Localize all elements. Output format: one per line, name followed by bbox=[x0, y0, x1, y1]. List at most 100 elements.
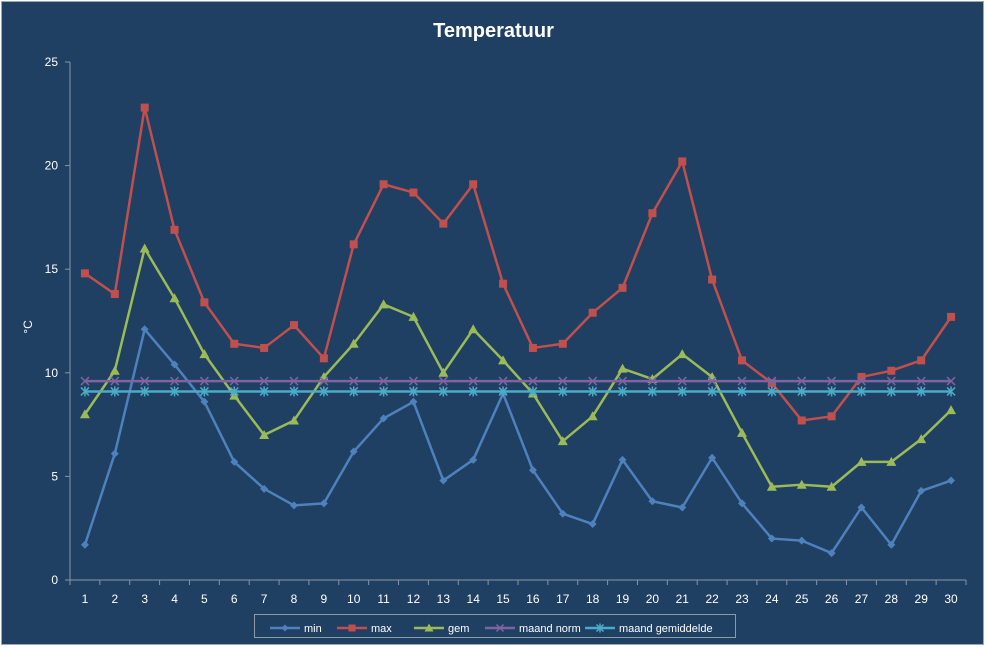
point-min bbox=[349, 447, 358, 456]
point-maand-norm bbox=[379, 376, 389, 386]
point-min bbox=[439, 476, 448, 485]
point-gem bbox=[737, 427, 747, 437]
point-min bbox=[797, 536, 806, 545]
point-gem bbox=[946, 405, 957, 415]
point-min bbox=[140, 325, 149, 334]
point-maand-gemiddelde bbox=[707, 386, 717, 397]
x-tick-label: 22 bbox=[705, 592, 719, 606]
x-tick-label: 20 bbox=[646, 592, 660, 606]
legend-marker-gem bbox=[424, 623, 434, 632]
point-max bbox=[469, 180, 478, 189]
x-tick-label: 9 bbox=[321, 592, 328, 606]
point-maand-norm bbox=[856, 376, 866, 386]
y-tick-label: 20 bbox=[45, 159, 59, 173]
point-min bbox=[409, 397, 418, 406]
legend-marker-max bbox=[348, 624, 356, 632]
point-maand-gemiddelde bbox=[170, 386, 180, 397]
point-maand-gemiddelde bbox=[229, 386, 239, 397]
legend-label-gem: gem bbox=[448, 623, 469, 635]
point-max bbox=[80, 269, 89, 278]
series-line-gem bbox=[83, 247, 952, 489]
point-gem bbox=[169, 293, 180, 303]
y-axis-label: °C bbox=[21, 320, 35, 334]
x-tick-label: 7 bbox=[261, 592, 268, 606]
point-min bbox=[887, 540, 896, 549]
point-maand-gemiddelde bbox=[110, 386, 120, 397]
point-maand-norm bbox=[647, 376, 657, 386]
point-maand-gemiddelde bbox=[319, 386, 329, 397]
point-gem bbox=[139, 243, 150, 253]
point-maand-norm bbox=[80, 376, 90, 386]
y-tick-label: 15 bbox=[45, 262, 59, 276]
point-min bbox=[379, 414, 388, 423]
point-max bbox=[110, 290, 119, 299]
point-gem bbox=[587, 411, 598, 421]
x-tick-label: 15 bbox=[496, 592, 510, 606]
point-gem bbox=[916, 434, 927, 444]
point-max bbox=[797, 416, 806, 425]
point-max bbox=[738, 356, 746, 365]
point-max bbox=[528, 343, 537, 352]
point-min bbox=[230, 457, 239, 466]
point-min bbox=[857, 503, 866, 512]
y-tick-label: 25 bbox=[45, 55, 59, 69]
point-maand-gemiddelde bbox=[588, 386, 598, 397]
legend-label-max: max bbox=[371, 623, 392, 635]
point-maand-gemiddelde bbox=[558, 386, 568, 397]
point-gem bbox=[408, 311, 419, 321]
point-max bbox=[200, 298, 209, 307]
point-gem bbox=[348, 338, 359, 348]
point-maand-norm bbox=[498, 376, 508, 386]
point-min bbox=[827, 549, 836, 558]
point-maand-norm bbox=[946, 376, 956, 386]
point-maand-norm bbox=[618, 376, 628, 386]
legend-label-min: min bbox=[304, 623, 322, 635]
point-maand-norm bbox=[588, 376, 598, 386]
point-min bbox=[708, 453, 717, 462]
series-line-max bbox=[84, 106, 953, 422]
point-maand-gemiddelde bbox=[259, 386, 269, 397]
point-min bbox=[947, 476, 956, 485]
x-tick-label: 17 bbox=[556, 592, 570, 606]
point-maand-gemiddelde bbox=[797, 386, 807, 397]
point-maand-norm bbox=[468, 376, 478, 386]
point-maand-norm bbox=[737, 376, 747, 386]
point-gem bbox=[826, 481, 837, 491]
point-min bbox=[917, 486, 926, 495]
chart-title: Temperatuur bbox=[433, 20, 554, 42]
point-max bbox=[290, 321, 298, 330]
point-maand-norm bbox=[916, 376, 926, 386]
x-tick-label: 13 bbox=[437, 592, 451, 606]
point-max bbox=[499, 279, 508, 288]
point-maand-gemiddelde bbox=[886, 386, 896, 397]
point-gem bbox=[378, 299, 389, 309]
x-tick-label: 6 bbox=[231, 592, 238, 606]
point-maand-norm bbox=[199, 376, 209, 386]
point-maand-norm bbox=[110, 376, 120, 386]
y-tick-label: 0 bbox=[51, 573, 58, 587]
point-max bbox=[947, 312, 956, 321]
legend-label-maand-gemiddelde: maand gemiddelde bbox=[619, 623, 713, 635]
point-max bbox=[230, 339, 239, 348]
point-gem bbox=[259, 429, 270, 439]
point-max bbox=[260, 343, 269, 352]
x-tick-label: 12 bbox=[407, 592, 421, 606]
point-gem bbox=[109, 365, 120, 375]
point-gem bbox=[796, 479, 807, 489]
point-maand-gemiddelde bbox=[140, 386, 150, 397]
y-tick-label: 5 bbox=[51, 469, 58, 483]
point-max bbox=[618, 283, 627, 292]
point-maand-norm bbox=[558, 376, 568, 386]
point-gem bbox=[557, 436, 568, 446]
point-max bbox=[648, 209, 657, 218]
point-min bbox=[528, 466, 537, 475]
point-max bbox=[917, 356, 926, 365]
point-max bbox=[439, 219, 448, 228]
x-tick-label: 4 bbox=[171, 592, 178, 606]
legend bbox=[254, 614, 736, 638]
point-maand-gemiddelde bbox=[767, 386, 777, 397]
point-maand-norm bbox=[767, 376, 777, 386]
point-min bbox=[588, 520, 597, 529]
point-maand-gemiddelde bbox=[199, 386, 209, 397]
point-min bbox=[290, 501, 298, 510]
